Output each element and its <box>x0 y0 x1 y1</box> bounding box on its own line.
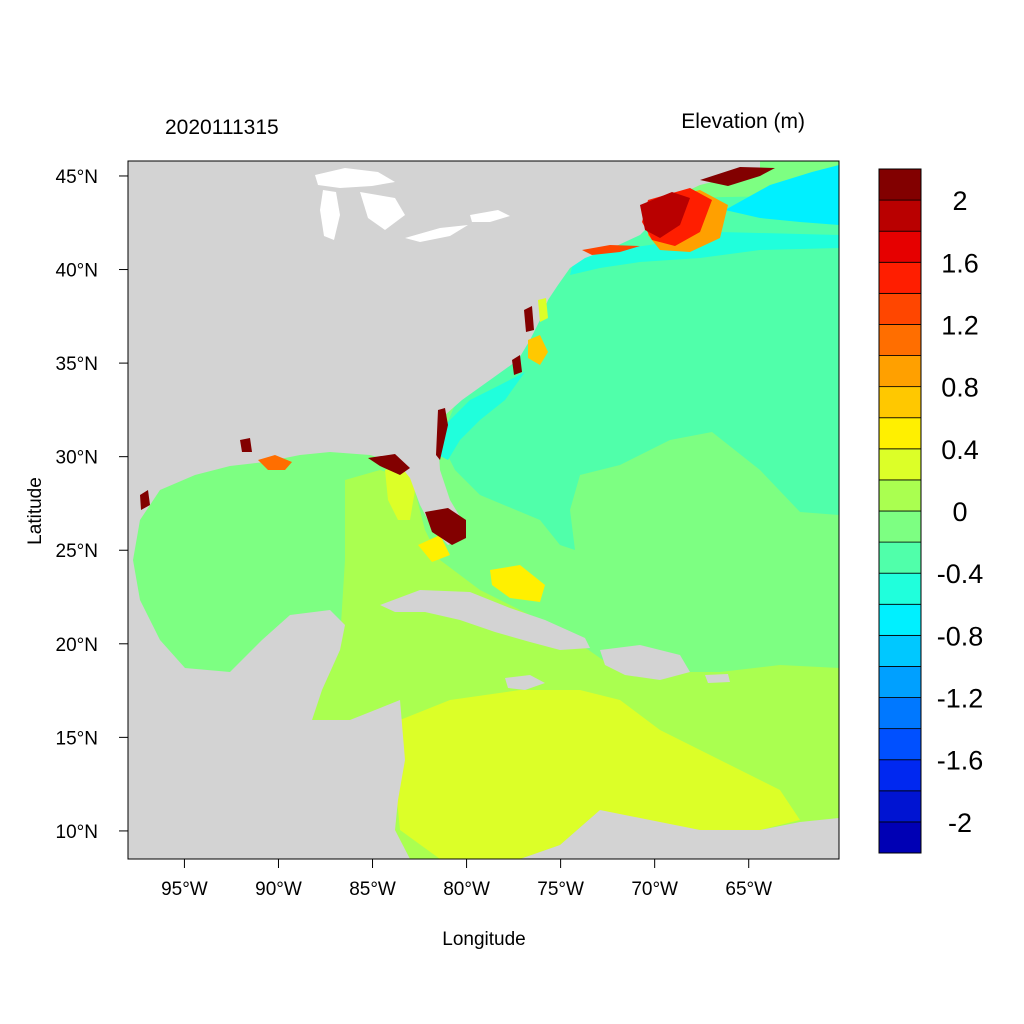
atlantic-negative-band <box>440 195 839 550</box>
long-island-sound-surge <box>582 245 640 255</box>
colorbar-label: -2 <box>948 808 972 838</box>
colorbar-label: 2 <box>952 186 967 216</box>
lake-superior <box>315 168 395 188</box>
jamaica-land <box>505 675 545 690</box>
colorbar-box <box>878 292 922 325</box>
x-tick-label: 75°W <box>537 879 584 900</box>
bay-of-fundy-surge <box>700 167 775 186</box>
loop-current-yellowgreen <box>385 465 415 520</box>
colorbar-label: -0.8 <box>937 621 984 651</box>
y-tick-label: 40°N <box>56 261 98 282</box>
bahamas-yellow-patch <box>490 565 545 602</box>
south-america-land <box>520 810 839 859</box>
y-tick-label: 25°N <box>56 541 98 562</box>
colorbar-box <box>878 759 922 792</box>
y-axis-title: Latitude <box>25 477 46 545</box>
plot-frame <box>127 160 840 860</box>
colorbar-box <box>878 261 922 294</box>
nova-scotia-shelf <box>725 165 839 225</box>
x-axis-title: Longitude <box>442 929 525 950</box>
colorbar-box <box>878 666 922 698</box>
x-axis-ticks: 95°W 90°W 85°W 80°W 75°W 70°W 65°W <box>161 859 772 900</box>
y-tick-label: 10°N <box>56 822 98 843</box>
colorbar-label: 1.6 <box>941 248 979 278</box>
x-tick-label: 90°W <box>255 879 302 900</box>
x-tick-label: 95°W <box>161 879 208 900</box>
colorbar-label: -0.4 <box>937 559 984 589</box>
colorbar-box <box>878 168 922 201</box>
colorbar: 2 1.6 1.2 0.8 0.4 0 -0.4 -0.8 -1.2 -1.6 -2 <box>878 168 984 854</box>
y-tick-label: 45°N <box>56 167 98 188</box>
northeast-cyan-band <box>570 232 839 275</box>
lake-huron <box>360 192 405 230</box>
colorbar-box <box>878 417 922 450</box>
y-axis-ticks: 10°N 15°N 20°N 25°N 30°N 35°N 40°N 45°N <box>56 167 128 843</box>
cuba-land <box>380 590 590 650</box>
florida-keys-yellow <box>418 535 450 562</box>
colorbar-label: -1.2 <box>937 684 984 714</box>
colorbar-box <box>878 728 922 761</box>
lake-erie <box>405 225 468 242</box>
hispaniola-land <box>600 645 690 680</box>
colorbar-box <box>878 697 922 730</box>
variable-title: Elevation (m) <box>681 110 805 133</box>
lake-michigan <box>320 190 340 240</box>
y-tick-label: 15°N <box>56 728 98 749</box>
x-tick-label: 85°W <box>349 879 396 900</box>
colorbar-box <box>878 821 922 854</box>
colorbar-box <box>878 510 922 543</box>
puerto-rico-land <box>705 674 730 683</box>
georgia-bight-band <box>438 372 525 460</box>
x-tick-label: 70°W <box>631 879 678 900</box>
y-tick-label: 35°N <box>56 354 98 375</box>
delaware-surge <box>538 298 548 322</box>
colorbar-box <box>878 603 922 636</box>
colorbar-box <box>878 386 922 419</box>
colorbar-label: 0.4 <box>941 435 979 465</box>
date-title: 2020111315 <box>165 116 279 139</box>
colorbar-box <box>878 572 922 605</box>
colorbar-box <box>878 448 922 481</box>
colorbar-box <box>878 479 922 512</box>
colorbar-label: 1.2 <box>941 310 979 340</box>
x-tick-label: 65°W <box>725 879 772 900</box>
colorbar-box <box>878 230 922 263</box>
lake-ontario <box>470 210 510 222</box>
colorbar-box <box>878 790 922 823</box>
colorbar-box <box>878 324 922 356</box>
colorbar-box <box>878 541 922 574</box>
colorbar-box <box>878 199 922 232</box>
y-tick-label: 20°N <box>56 635 98 656</box>
colorbar-frame <box>878 168 922 854</box>
colorbar-box <box>878 355 922 388</box>
y-tick-label: 30°N <box>56 448 98 469</box>
map-panel <box>128 161 839 859</box>
colorbar-box <box>878 634 922 667</box>
louisiana-coast-surge <box>258 455 292 470</box>
colorbar-label: 0 <box>952 497 967 527</box>
colorbar-label: -1.6 <box>937 746 984 776</box>
gulf-of-maine-surge-darkred <box>640 192 690 238</box>
caribbean-yellowgreen-zone <box>395 690 800 859</box>
chesapeake-surge <box>528 335 548 365</box>
x-tick-label: 80°W <box>443 879 490 900</box>
colorbar-label: 0.8 <box>941 373 979 403</box>
south-florida-surge <box>425 508 466 545</box>
big-bend-surge <box>368 454 410 475</box>
